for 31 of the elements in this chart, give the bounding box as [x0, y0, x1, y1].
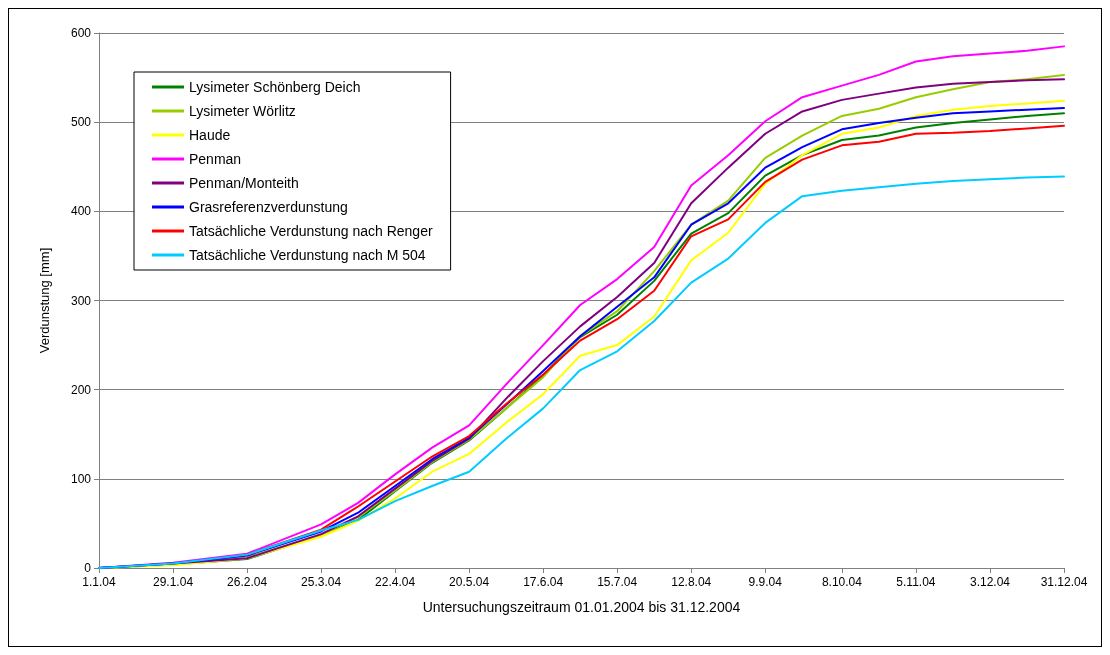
- legend-label: Grasreferenzverdunstung: [189, 199, 348, 215]
- x-axis-title: Untersuchungszeitraum 01.01.2004 bis 31.12.2004: [422, 599, 741, 615]
- y-tick-label: 500: [70, 115, 92, 130]
- x-tick-label: 25.3.04: [301, 575, 342, 589]
- legend-label: Haude: [189, 127, 231, 143]
- x-tick-label: 9.9.04: [748, 575, 783, 589]
- x-tick-label: 1.1.04: [82, 575, 116, 589]
- y-tick-label: 400: [70, 204, 92, 219]
- y-tick-label: 200: [70, 382, 92, 397]
- x-tick-label: 20.5.04: [449, 575, 490, 589]
- y-tick-label: 300: [70, 293, 92, 308]
- x-tick-label: 12.8.04: [671, 575, 712, 589]
- x-tick-label: 31.12.04: [1040, 575, 1088, 589]
- legend-label: Lysimeter Wörlitz: [189, 103, 296, 119]
- x-tick-label: 15.7.04: [597, 575, 638, 589]
- legend-label: Lysimeter Schönberg Deich: [189, 79, 361, 95]
- legend-label: Penman: [189, 151, 242, 167]
- x-tick-label: 5.11.04: [896, 575, 936, 589]
- y-tick-label: 600: [70, 26, 92, 40]
- y-tick-label: 0: [84, 561, 92, 575]
- x-tick-label: 29.1.04: [153, 575, 194, 589]
- y-tick-label: 100: [70, 471, 92, 486]
- x-tick-label: 17.6.04: [523, 575, 564, 589]
- legend-label: Penman/Monteith: [189, 175, 299, 191]
- x-tick-label: 26.2.04: [227, 575, 268, 589]
- legend-label: Tatsächliche Verdunstung nach Renger: [189, 223, 433, 239]
- y-axis-title: Verdunstung [mm]: [37, 247, 52, 354]
- x-tick-label: 8.10.04: [821, 575, 863, 589]
- legend-label: Tatsächliche Verdunstung nach M 504: [189, 247, 426, 263]
- x-tick-label: 3.12.04: [969, 575, 1011, 589]
- x-tick-label: 22.4.04: [375, 575, 416, 589]
